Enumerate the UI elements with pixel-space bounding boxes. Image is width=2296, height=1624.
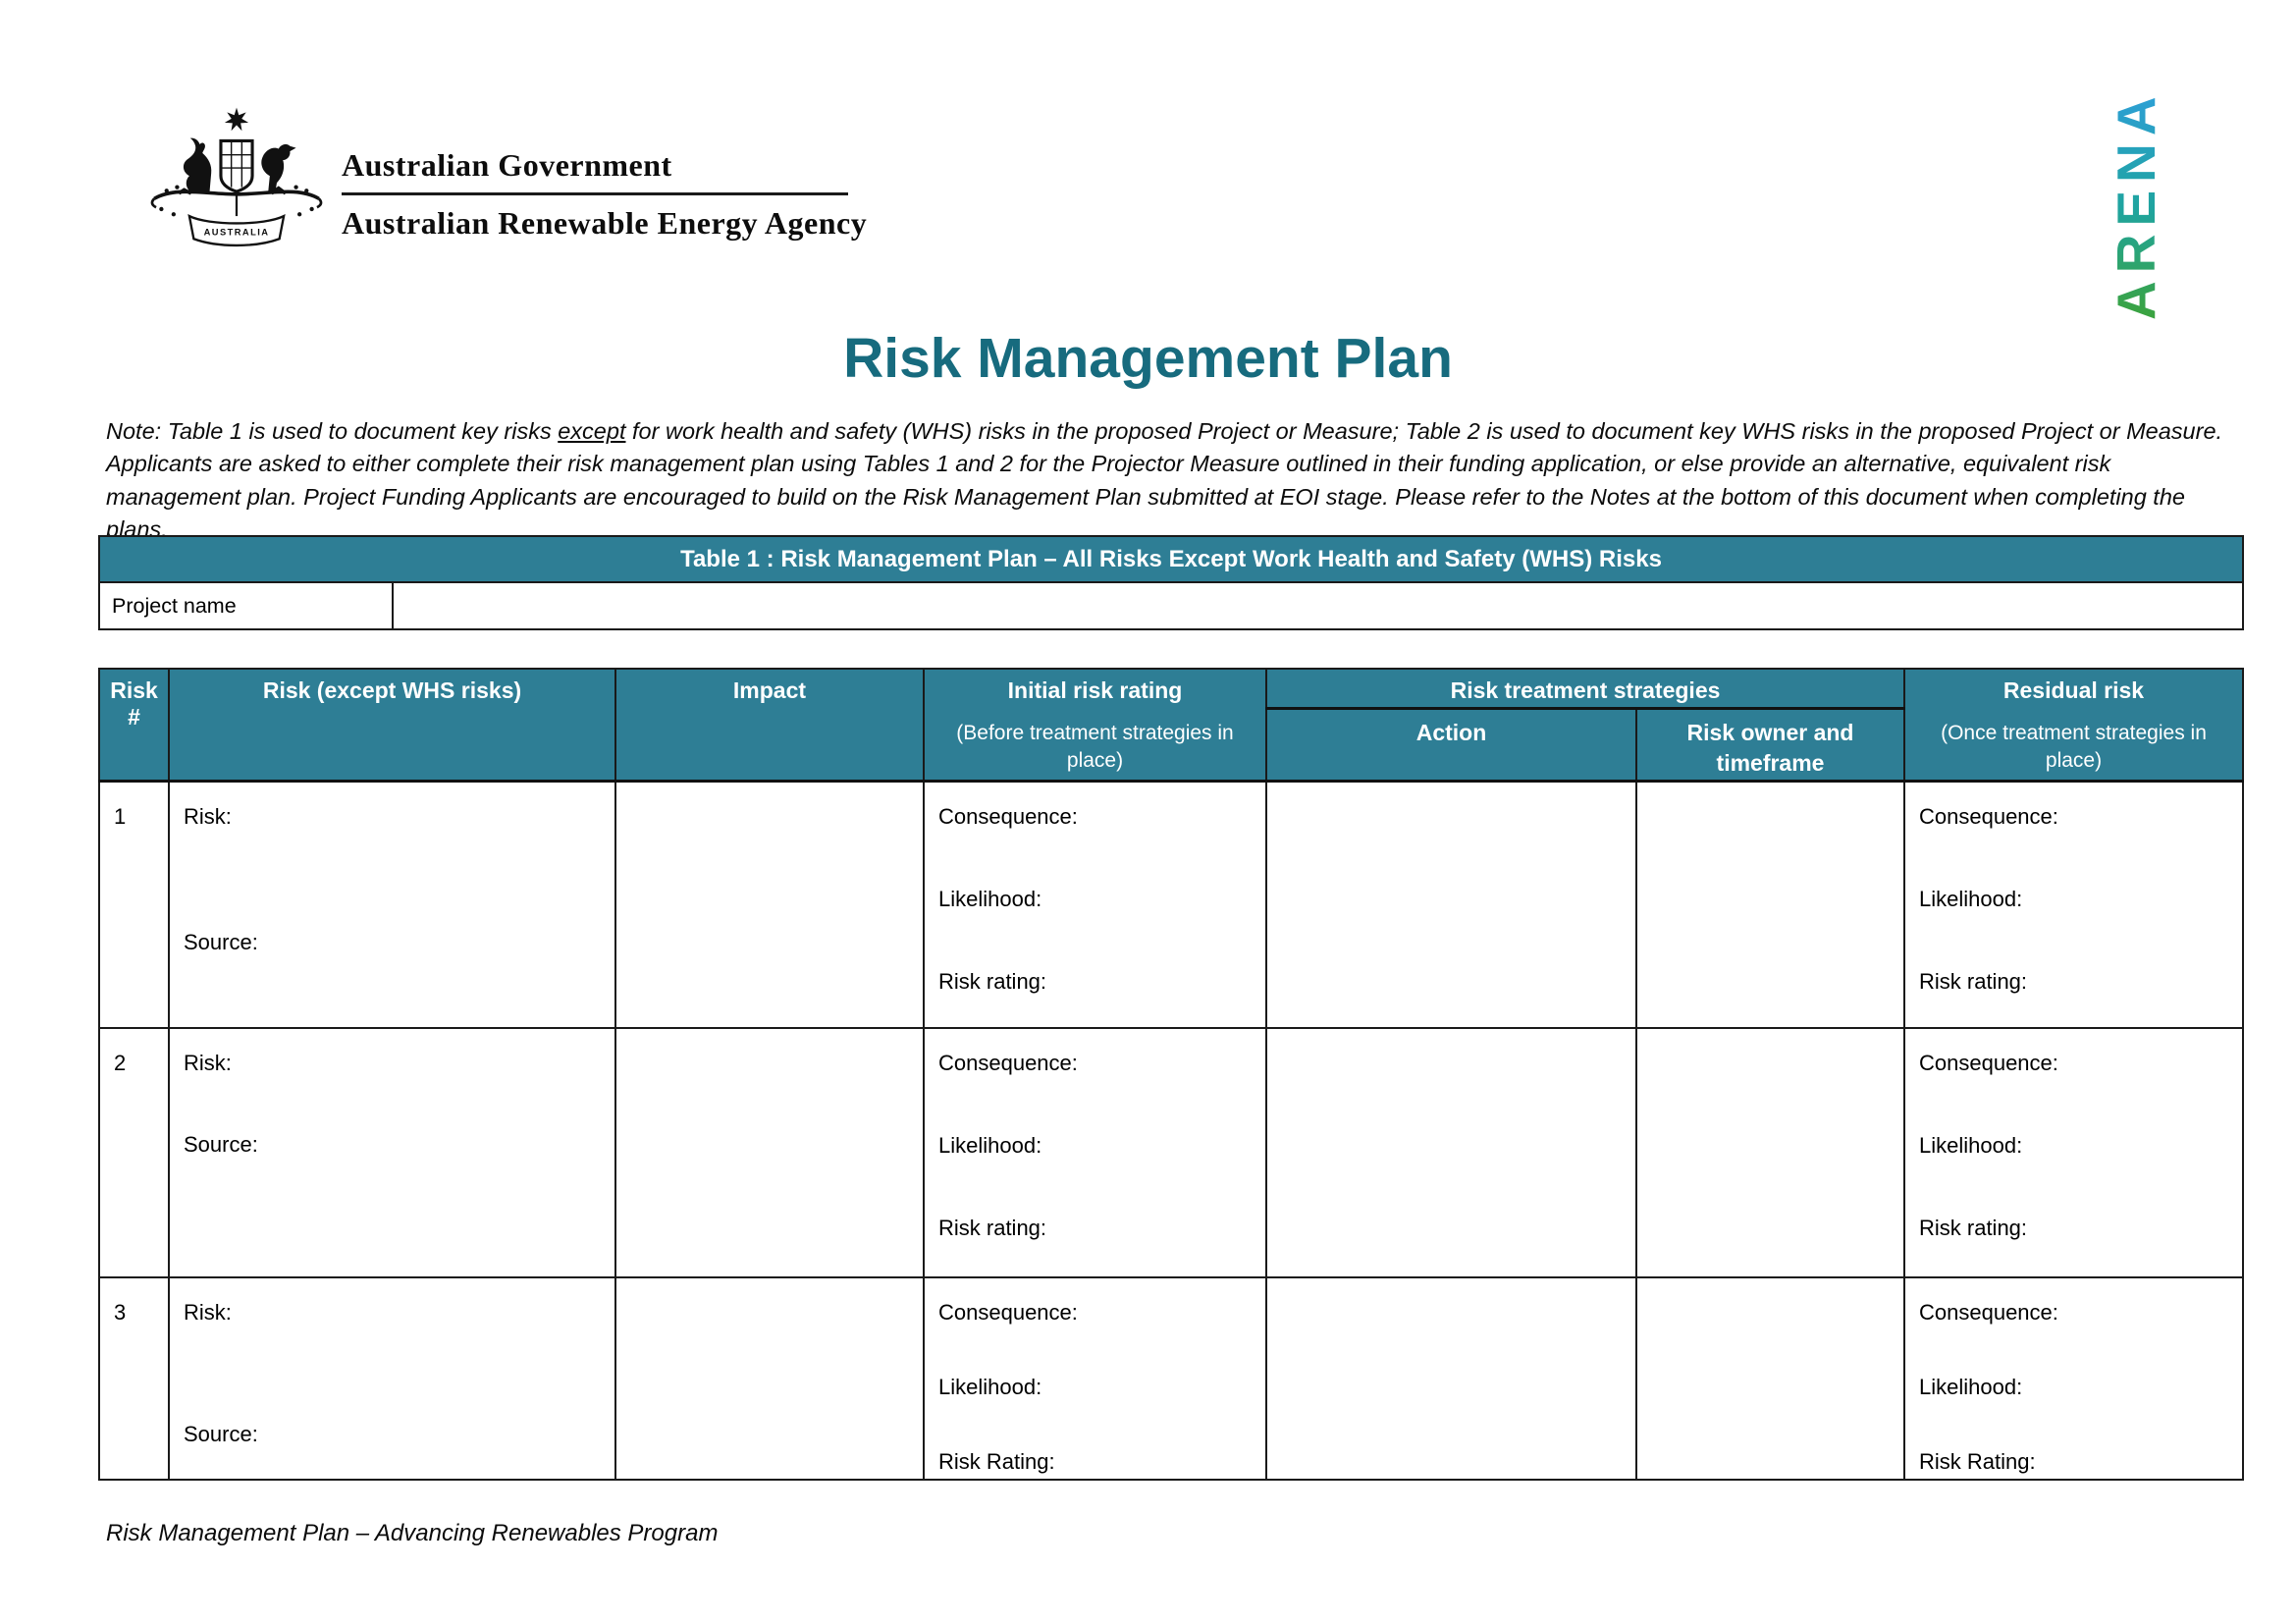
risk-label: Risk:: [184, 1300, 232, 1325]
risk-owner-timeframe-field[interactable]: [1635, 780, 1905, 1029]
col-header-impact: Impact: [614, 668, 925, 783]
note-underlined-word: except: [558, 417, 626, 444]
risk-rating-label: Risk rating:: [1919, 968, 2028, 994]
risk-description-field[interactable]: Risk: Source:: [168, 1027, 616, 1278]
action-field[interactable]: [1265, 1027, 1637, 1278]
residual-risk-field[interactable]: Consequence: Likelihood: Risk Rating:: [1903, 1276, 2244, 1481]
table1-title: Table 1 : Risk Management Plan – All Ris…: [98, 535, 2244, 583]
table-row: 1 Risk: Source: Consequence: Likelihood:…: [98, 780, 2244, 1029]
government-title: Australian Government: [342, 147, 672, 183]
risk-owner-timeframe-field[interactable]: [1635, 1027, 1905, 1278]
risk-rating-label: Risk rating:: [938, 1216, 1047, 1240]
arena-logo-text: ARENA: [2106, 88, 2166, 320]
impact-field[interactable]: [614, 1027, 925, 1278]
table-row: 2 Risk: Source: Consequence: Likelihood:…: [98, 1027, 2244, 1278]
risk-description-field[interactable]: Risk: Source:: [168, 1276, 616, 1481]
col-header-action: Action: [1265, 707, 1637, 783]
crest-banner-text: AUSTRALIA: [204, 228, 270, 238]
risk-label: Risk:: [184, 803, 232, 829]
table1-header-block: Table 1 : Risk Management Plan – All Ris…: [98, 535, 2244, 630]
col-header-risk-treatment-strategies: Risk treatment strategies: [1265, 668, 1905, 710]
risk-label: Risk:: [184, 1051, 232, 1075]
table-row: 3 Risk: Source: Consequence: Likelihood:…: [98, 1276, 2244, 1481]
risk-rating-label: Risk Rating:: [938, 1449, 1055, 1474]
australian-coat-of-arms-icon: AUSTRALIA: [140, 104, 333, 265]
risk-number-cell: 2: [98, 1027, 170, 1278]
government-logo-text: Australian Government Australian Renewab…: [342, 147, 867, 242]
likelihood-label: Likelihood:: [938, 1375, 1042, 1399]
page-title: Risk Management Plan: [843, 327, 1453, 391]
note-part2: for work health and safety (WHS) risks i…: [106, 417, 2223, 543]
note-paragraph: Note: Table 1 is used to document key ri…: [106, 415, 2238, 547]
project-name-value-field[interactable]: [392, 581, 2244, 630]
action-field[interactable]: [1265, 780, 1637, 1029]
col-header-risk-number: Risk #: [98, 668, 170, 783]
consequence-label: Consequence:: [938, 1300, 1078, 1325]
likelihood-label: Likelihood:: [938, 886, 1042, 911]
risk-number-cell: 3: [98, 1276, 170, 1481]
risk-rating-label: Risk Rating:: [1919, 1449, 2036, 1474]
risk-owner-timeframe-field[interactable]: [1635, 1276, 1905, 1481]
likelihood-label: Likelihood:: [1919, 886, 2023, 911]
source-label: Source:: [184, 1422, 258, 1446]
arena-logo: ARENA: [2097, 86, 2185, 322]
source-label: Source:: [184, 929, 258, 954]
initial-risk-rating-field[interactable]: Consequence: Likelihood: Risk Rating:: [923, 1276, 1267, 1481]
initial-risk-rating-field[interactable]: Consequence: Likelihood: Risk rating:: [923, 780, 1267, 1029]
likelihood-label: Likelihood:: [938, 1133, 1042, 1158]
risk-description-field[interactable]: Risk: Source:: [168, 780, 616, 1029]
source-label: Source:: [184, 1132, 258, 1157]
consequence-label: Consequence:: [1919, 1051, 2058, 1075]
consequence-label: Consequence:: [1919, 803, 2058, 829]
likelihood-label: Likelihood:: [1919, 1133, 2023, 1158]
crest-star: [224, 107, 249, 132]
project-name-label: Project name: [98, 581, 394, 630]
consequence-label: Consequence:: [1919, 1300, 2058, 1325]
likelihood-label: Likelihood:: [1919, 1375, 2023, 1399]
consequence-label: Consequence:: [938, 1051, 1078, 1075]
risk-number-cell: 1: [98, 780, 170, 1029]
document-footer: Risk Management Plan – Advancing Renewab…: [106, 1520, 719, 1546]
risk-table: Risk # Risk (except WHS risks) Impact In…: [98, 668, 2244, 1481]
risk-rating-label: Risk rating:: [1919, 1216, 2028, 1240]
note-part1: Note: Table 1 is used to document key ri…: [106, 417, 559, 444]
logo-divider: [342, 192, 848, 195]
col-header-residual-risk: Residual risk (Once treatment strategies…: [1903, 668, 2244, 783]
col-header-initial-risk-rating: Initial risk rating (Before treatment st…: [923, 668, 1267, 783]
action-field[interactable]: [1265, 1276, 1637, 1481]
risk-rating-label: Risk rating:: [938, 968, 1047, 994]
agency-title: Australian Renewable Energy Agency: [342, 205, 868, 241]
initial-risk-rating-field[interactable]: Consequence: Likelihood: Risk rating:: [923, 1027, 1267, 1278]
residual-risk-field[interactable]: Consequence: Likelihood: Risk rating:: [1903, 780, 2244, 1029]
col-header-risk-owner-timeframe: Risk owner and timeframe: [1635, 707, 1905, 783]
col-header-risk: Risk (except WHS risks): [168, 668, 616, 783]
consequence-label: Consequence:: [938, 803, 1078, 829]
residual-risk-field[interactable]: Consequence: Likelihood: Risk rating:: [1903, 1027, 2244, 1278]
impact-field[interactable]: [614, 1276, 925, 1481]
impact-field[interactable]: [614, 780, 925, 1029]
